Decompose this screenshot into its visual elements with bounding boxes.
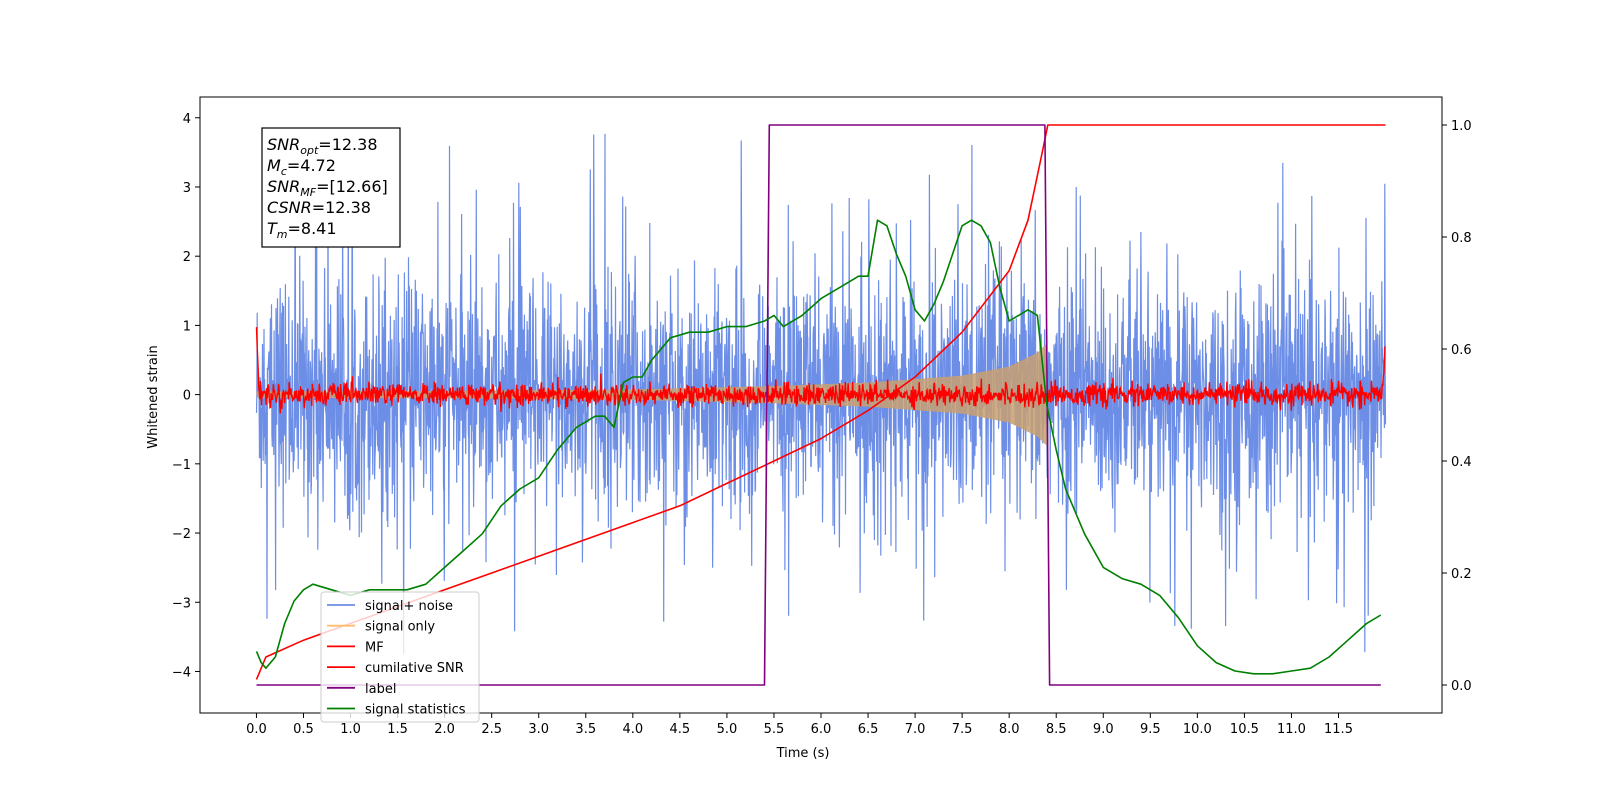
y-axis-label-left: Whitened strain	[146, 345, 161, 448]
x-tick-label: 11.5	[1324, 722, 1353, 737]
x-tick-label: 0.5	[293, 722, 314, 737]
y-right-tick-label: 0.6	[1451, 343, 1472, 358]
y-left-tick-label: 3	[183, 181, 191, 196]
series-label	[256, 124, 1381, 686]
series-mf	[255, 327, 1386, 414]
info-box-line: Mc=4.72	[267, 156, 336, 178]
y-left-tick-label: −4	[172, 665, 191, 680]
x-tick-label: 7.5	[952, 722, 973, 737]
y-left-tick-label: 1	[183, 319, 191, 334]
x-tick-label: 1.0	[340, 722, 361, 737]
series-signal-noise	[255, 133, 1387, 655]
info-box-frame	[261, 127, 401, 248]
x-tick-label: 4.0	[622, 722, 643, 737]
x-tick-label: 5.0	[717, 722, 738, 737]
y-right-tick-label: 1.0	[1451, 119, 1472, 134]
x-tick-label: 1.5	[387, 722, 408, 737]
x-tick-label: 5.5	[764, 722, 785, 737]
legend-frame	[320, 591, 480, 723]
x-tick-label: 2.5	[481, 722, 502, 737]
x-tick-label: 0.0	[246, 722, 267, 737]
info-box-line: Tm=8.41	[267, 219, 337, 241]
x-tick-label: 8.0	[999, 722, 1020, 737]
axes: 0.0 0.5 1.0 1.5 2.0 2.5 3.0 3.5 4.0 4.5 5.0 5.5 6.0 6…	[172, 96, 1472, 737]
y-left-tick-label: 0	[183, 389, 191, 404]
x-tick-label: 2.0	[434, 722, 455, 737]
legend-entry: signal only	[365, 620, 435, 635]
x-tick-label: 6.0	[811, 722, 832, 737]
y-left-tick-label: −3	[172, 596, 191, 611]
info-box-line: SNRMF=[12.66]	[267, 177, 388, 199]
y-left-tick-label: 2	[183, 250, 191, 265]
x-tick-label: 3.0	[528, 722, 549, 737]
x-tick-label: 8.5	[1046, 722, 1067, 737]
legend-entry: signal statistics	[365, 703, 466, 718]
x-tick-label: 3.5	[575, 722, 596, 737]
x-tick-label: 6.5	[858, 722, 879, 737]
x-tick-label: 10.0	[1183, 722, 1212, 737]
info-box: SNRopt=12.38Mc=4.72SNRMF=[12.66]CSNR=12.…	[261, 127, 401, 248]
x-tick-label: 9.5	[1140, 722, 1161, 737]
x-axis-label: Time (s)	[776, 746, 830, 761]
legend: signal+ noise signal only MF cumilative SNR…	[320, 591, 480, 723]
legend-entry: cumilative SNR	[365, 661, 464, 676]
x-tick-label: 4.5	[670, 722, 691, 737]
y-right-tick-label: 0.4	[1451, 455, 1472, 470]
series-signal-statistics	[255, 219, 1382, 675]
x-tick-label: 10.5	[1230, 722, 1259, 737]
y-left-tick-label: 4	[183, 112, 191, 127]
x-tick-label: 7.0	[905, 722, 926, 737]
x-tick-label: 9.0	[1093, 722, 1114, 737]
x-tick-label: 11.0	[1277, 722, 1306, 737]
y-left-tick-label: −2	[172, 527, 191, 542]
info-box-line: CSNR=12.38	[267, 198, 371, 217]
y-right-tick-label: 0.2	[1451, 567, 1472, 582]
legend-entry: label	[365, 682, 396, 697]
y-right-tick-label: 0.0	[1451, 679, 1472, 694]
y-left-tick-label: −1	[172, 458, 191, 473]
legend-entry: MF	[365, 640, 384, 655]
info-box-line: SNRopt=12.38	[267, 135, 378, 157]
y-right-tick-label: 0.8	[1451, 231, 1472, 246]
legend-entry: signal+ noise	[365, 599, 453, 614]
